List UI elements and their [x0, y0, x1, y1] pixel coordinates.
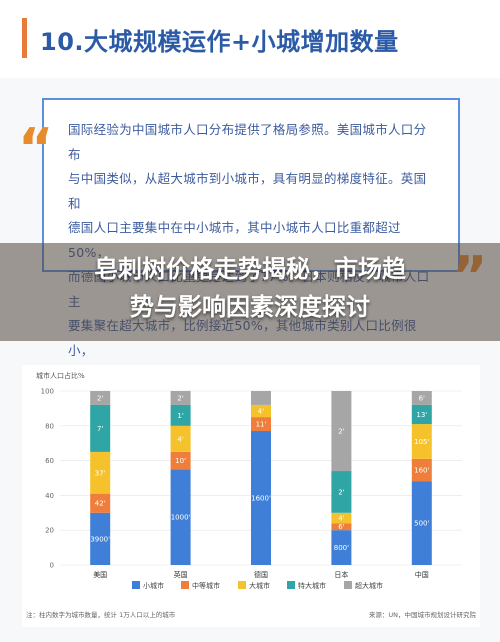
- stacked-bar-chart: 城市人口占比% 0 20 40 60 80 100 3900' 42' 37' 7' 2' 美国 1000…: [26, 371, 477, 619]
- data-label: 13': [416, 411, 427, 419]
- data-label: 11': [256, 421, 267, 429]
- data-label: 1000': [171, 514, 191, 522]
- data-label: 10': [175, 457, 186, 465]
- y-tick-label: 100: [41, 388, 54, 396]
- headline-text: 皂刺树价格走势揭秘，市场趋 势与影响因素深度探讨: [94, 255, 406, 321]
- data-label: 105': [414, 438, 429, 446]
- data-label: 4': [258, 408, 264, 416]
- legend-label: 超大城市: [355, 581, 383, 590]
- bar-segment: [331, 391, 352, 472]
- chart-card: 城市人口占比% 0 20 40 60 80 100 3900' 42' 37' 7' 2' 美国 1000…: [22, 365, 480, 627]
- data-label: 500': [414, 520, 429, 528]
- x-tick-label: 英国: [174, 570, 188, 579]
- y-tick-label: 60: [45, 457, 54, 465]
- legend-swatch: [344, 581, 352, 589]
- bar-segment: [170, 451, 191, 470]
- legend-swatch: [238, 581, 246, 589]
- legend-swatch: [287, 581, 295, 589]
- data-label: 2': [338, 488, 344, 496]
- bar-segment: [90, 451, 111, 494]
- legend-label: 大城市: [249, 581, 270, 590]
- x-tick-label: 日本: [334, 570, 348, 579]
- bar-segment: [331, 512, 352, 524]
- data-label: 2': [177, 394, 183, 402]
- title-accent-bar: [22, 18, 27, 58]
- open-quote-icon: “: [18, 117, 54, 180]
- data-label: 2': [338, 428, 344, 436]
- bar-segment: [411, 458, 432, 482]
- bar-segment: [251, 417, 271, 432]
- bar-segment: [170, 425, 191, 452]
- data-label: 6': [419, 394, 425, 402]
- bar-segment: [331, 523, 352, 531]
- bar-segment: [411, 391, 432, 405]
- chart-source: 来源：UN，中国城市规划设计研究院: [369, 610, 477, 619]
- data-label: 42': [95, 500, 106, 508]
- bar-segment: [411, 424, 432, 459]
- bar-segment: [170, 469, 191, 565]
- y-tick-label: 0: [50, 562, 54, 570]
- bar-segment: [411, 481, 432, 565]
- data-label: 3900': [90, 535, 110, 543]
- data-label: 160': [414, 467, 429, 475]
- legend-label: 特大城市: [298, 581, 326, 590]
- slide-title: 10.大城规模运作+小城增加数量: [40, 28, 399, 56]
- bar-segment: [251, 391, 271, 405]
- y-tick-label: 20: [45, 527, 54, 535]
- data-label: 1': [177, 412, 183, 420]
- legend-swatch: [181, 581, 189, 589]
- bar-segment: [331, 471, 352, 513]
- bar-segment: [170, 391, 191, 405]
- legend-label: 小城市: [143, 581, 164, 590]
- data-label: 2': [97, 394, 103, 402]
- y-tick-label: 40: [45, 492, 54, 500]
- legend-label: 中等城市: [192, 581, 220, 590]
- bar-segment: [90, 404, 111, 452]
- chart-footnote: 注：柱内数字为城市数量，统计 1万人口以上的城市: [26, 610, 176, 619]
- data-label: 6': [338, 523, 344, 531]
- headline-overlay: [0, 243, 500, 341]
- x-tick-label: 美国: [93, 570, 107, 579]
- y-axis-label: 城市人口占比%: [36, 371, 85, 380]
- bar-segment: [411, 404, 432, 425]
- bar-segment: [251, 431, 271, 565]
- data-label: 7': [97, 425, 103, 433]
- slide-header: 10.大城规模运作+小城增加数量: [0, 0, 500, 78]
- data-label: 1600': [251, 495, 271, 503]
- data-label: 37': [95, 469, 106, 477]
- data-label: 4': [338, 515, 344, 523]
- y-tick-label: 80: [45, 422, 54, 430]
- legend-swatch: [132, 581, 140, 589]
- bar-segment: [90, 512, 111, 565]
- x-tick-label: 中国: [415, 570, 429, 579]
- bar-segment: [331, 530, 352, 565]
- data-label: 4': [177, 435, 183, 443]
- bar-segment: [251, 404, 271, 418]
- data-label: 800': [334, 544, 349, 552]
- x-tick-label: 德国: [254, 570, 268, 579]
- bar-segment: [90, 391, 111, 405]
- bar-segment: [90, 493, 111, 513]
- bar-segment: [170, 404, 191, 426]
